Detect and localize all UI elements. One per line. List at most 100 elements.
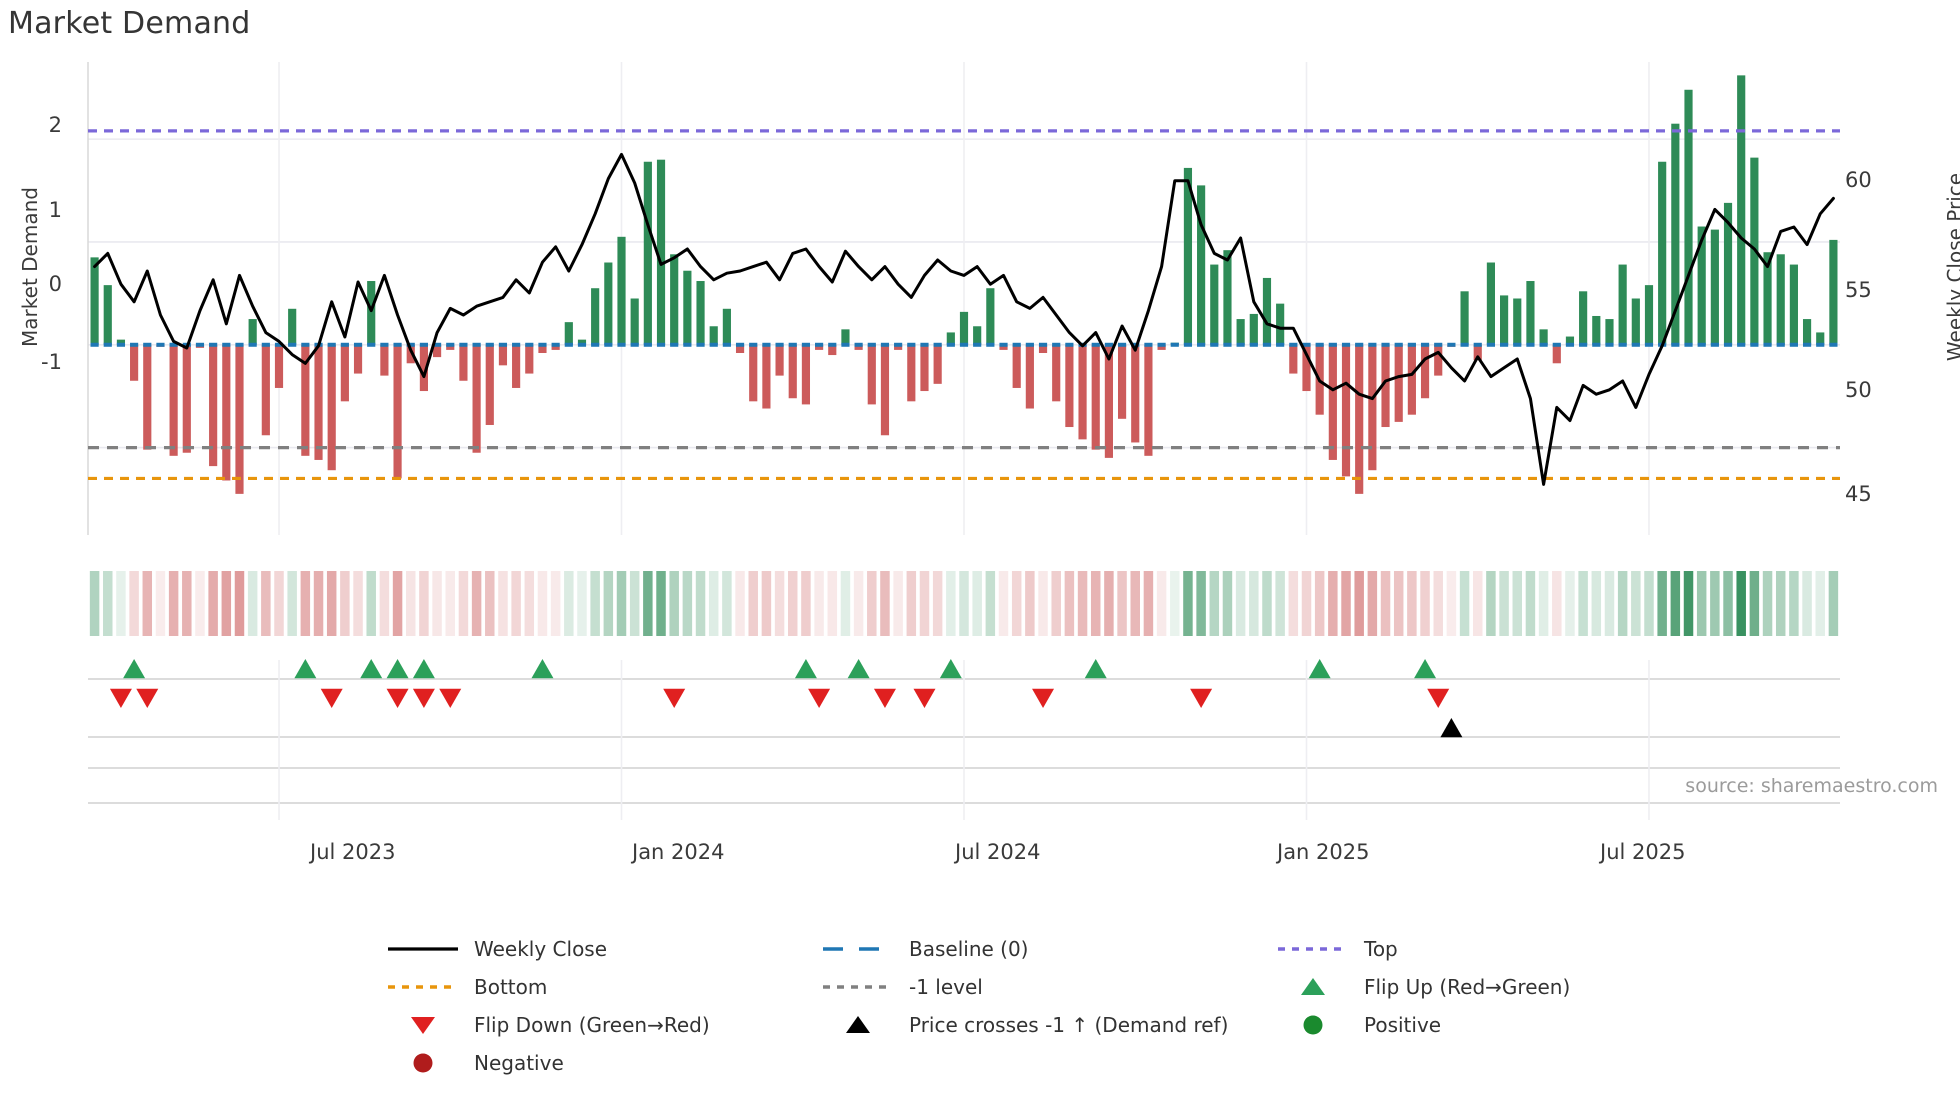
- legend-item-positive[interactable]: Positive: [1276, 1013, 1716, 1037]
- up-triangle-glyph: [846, 1016, 870, 1033]
- demand-bar: [169, 344, 178, 456]
- demand-bar: [1183, 167, 1193, 345]
- x-tick-4: Jul 2025: [1600, 840, 1686, 864]
- demand-bar: [103, 285, 112, 345]
- heatmap-cell: [1209, 571, 1220, 636]
- weekly-close-line-icon: [386, 938, 460, 960]
- demand-bar: [775, 344, 784, 376]
- legend-item-top[interactable]: Top: [1276, 937, 1716, 961]
- legend-item-baseline[interactable]: Baseline (0): [821, 937, 1276, 961]
- y-tick-left-1: 1: [48, 198, 62, 222]
- demand-bar: [1684, 89, 1693, 345]
- legend-item-minus-one-level[interactable]: -1 level: [821, 975, 1276, 999]
- heatmap-cell: [1275, 571, 1285, 636]
- heatmap-cell: [564, 571, 574, 636]
- legend-label: Top: [1364, 937, 1398, 961]
- heatmap-cell: [1288, 571, 1299, 636]
- legend-item-flip-up[interactable]: Flip Up (Red→Green): [1276, 975, 1716, 999]
- demand-bar: [933, 344, 942, 384]
- heatmap-cell: [234, 571, 245, 636]
- heatmap-cell: [1538, 571, 1549, 636]
- demand-bar: [314, 344, 323, 460]
- heatmap-cell: [919, 571, 930, 636]
- legend-label: Flip Up (Red→Green): [1364, 975, 1571, 999]
- demand-bar: [564, 322, 573, 345]
- demand-bar: [1500, 295, 1509, 345]
- heatmap-cell: [1407, 571, 1417, 636]
- chart-legend: Weekly Close Baseline (0) Top Bottom -1 …: [386, 930, 1716, 1082]
- legend-item-negative[interactable]: Negative: [386, 1051, 821, 1075]
- heatmap-cell: [1011, 571, 1022, 636]
- demand-bar: [656, 159, 666, 345]
- demand-bar: [630, 298, 639, 345]
- heatmap-cell: [1552, 571, 1562, 636]
- demand-bar: [90, 257, 99, 345]
- demand-bar: [1328, 344, 1337, 460]
- flip-down-marker: [136, 688, 159, 708]
- demand-bar: [1078, 344, 1087, 440]
- demand-bar: [1526, 281, 1535, 345]
- legend-item-flip-down[interactable]: Flip Down (Green→Red): [386, 1013, 821, 1037]
- legend-label: Positive: [1364, 1013, 1442, 1037]
- heatmap-cell: [1183, 571, 1193, 636]
- demand-bar: [419, 344, 428, 392]
- heatmap-cell: [1446, 571, 1457, 636]
- heatmap-cell: [129, 571, 139, 636]
- demand-bar: [143, 344, 152, 450]
- bottom-line-icon: [386, 976, 460, 998]
- heatmap-cell: [1789, 571, 1799, 636]
- flip-up-marker: [1084, 659, 1107, 679]
- heatmap-cell: [155, 571, 166, 636]
- heatmap-cell: [1328, 571, 1338, 636]
- legend-item-price-cross[interactable]: Price crosses -1 ↑ (Demand ref): [821, 1013, 1276, 1037]
- demand-bar: [1236, 319, 1245, 345]
- heatmap-cell: [195, 571, 205, 636]
- flip-up-marker: [1308, 659, 1331, 679]
- heatmap-cell: [247, 571, 258, 636]
- demand-bar: [261, 344, 270, 436]
- demand-bar: [801, 344, 811, 405]
- flip-up-marker: [294, 659, 317, 679]
- legend-item-weekly-close[interactable]: Weekly Close: [386, 937, 821, 961]
- minus-one-line-icon: [821, 976, 895, 998]
- demand-bar: [670, 254, 679, 345]
- heatmap-cell: [827, 571, 838, 636]
- demand-bar: [749, 344, 758, 402]
- demand-bar: [182, 344, 191, 453]
- demand-bar: [854, 344, 863, 350]
- heatmap-cell: [116, 571, 126, 636]
- heatmap-cell: [682, 571, 693, 636]
- demand-bar: [788, 344, 797, 399]
- heatmap-cell: [1578, 571, 1588, 636]
- heatmap-cell: [814, 571, 824, 636]
- x-tick-3: Jan 2025: [1277, 840, 1370, 864]
- demand-bar: [1605, 319, 1614, 345]
- demand-bar: [946, 332, 955, 345]
- heatmap-cell: [1051, 571, 1061, 636]
- demand-bar: [406, 344, 415, 364]
- heatmap-cell: [1670, 571, 1681, 636]
- demand-bar: [1381, 344, 1390, 428]
- heatmap-cell: [1512, 571, 1523, 636]
- heatmap-cell: [1380, 571, 1391, 636]
- demand-bar: [1723, 202, 1733, 345]
- heatmap-cell: [1802, 571, 1812, 636]
- demand-bar: [1789, 264, 1798, 345]
- heatmap-cell: [392, 571, 403, 636]
- demand-bar: [696, 281, 705, 345]
- heatmap-cell: [1077, 571, 1088, 636]
- demand-bar: [907, 344, 916, 402]
- flip-down-marker: [1427, 688, 1450, 708]
- demand-bar: [248, 319, 257, 345]
- heatmap-cell: [1420, 571, 1430, 636]
- demand-bar: [920, 344, 929, 392]
- heatmap-cell: [880, 571, 890, 636]
- legend-label: Negative: [474, 1051, 564, 1075]
- legend-item-bottom[interactable]: Bottom: [386, 975, 821, 999]
- demand-bar: [1144, 344, 1153, 456]
- heatmap-cell: [445, 571, 455, 636]
- demand-bar: [538, 344, 547, 353]
- heatmap-cell: [498, 571, 508, 636]
- heatmap-cell: [669, 571, 679, 636]
- heatmap-cell: [972, 571, 982, 636]
